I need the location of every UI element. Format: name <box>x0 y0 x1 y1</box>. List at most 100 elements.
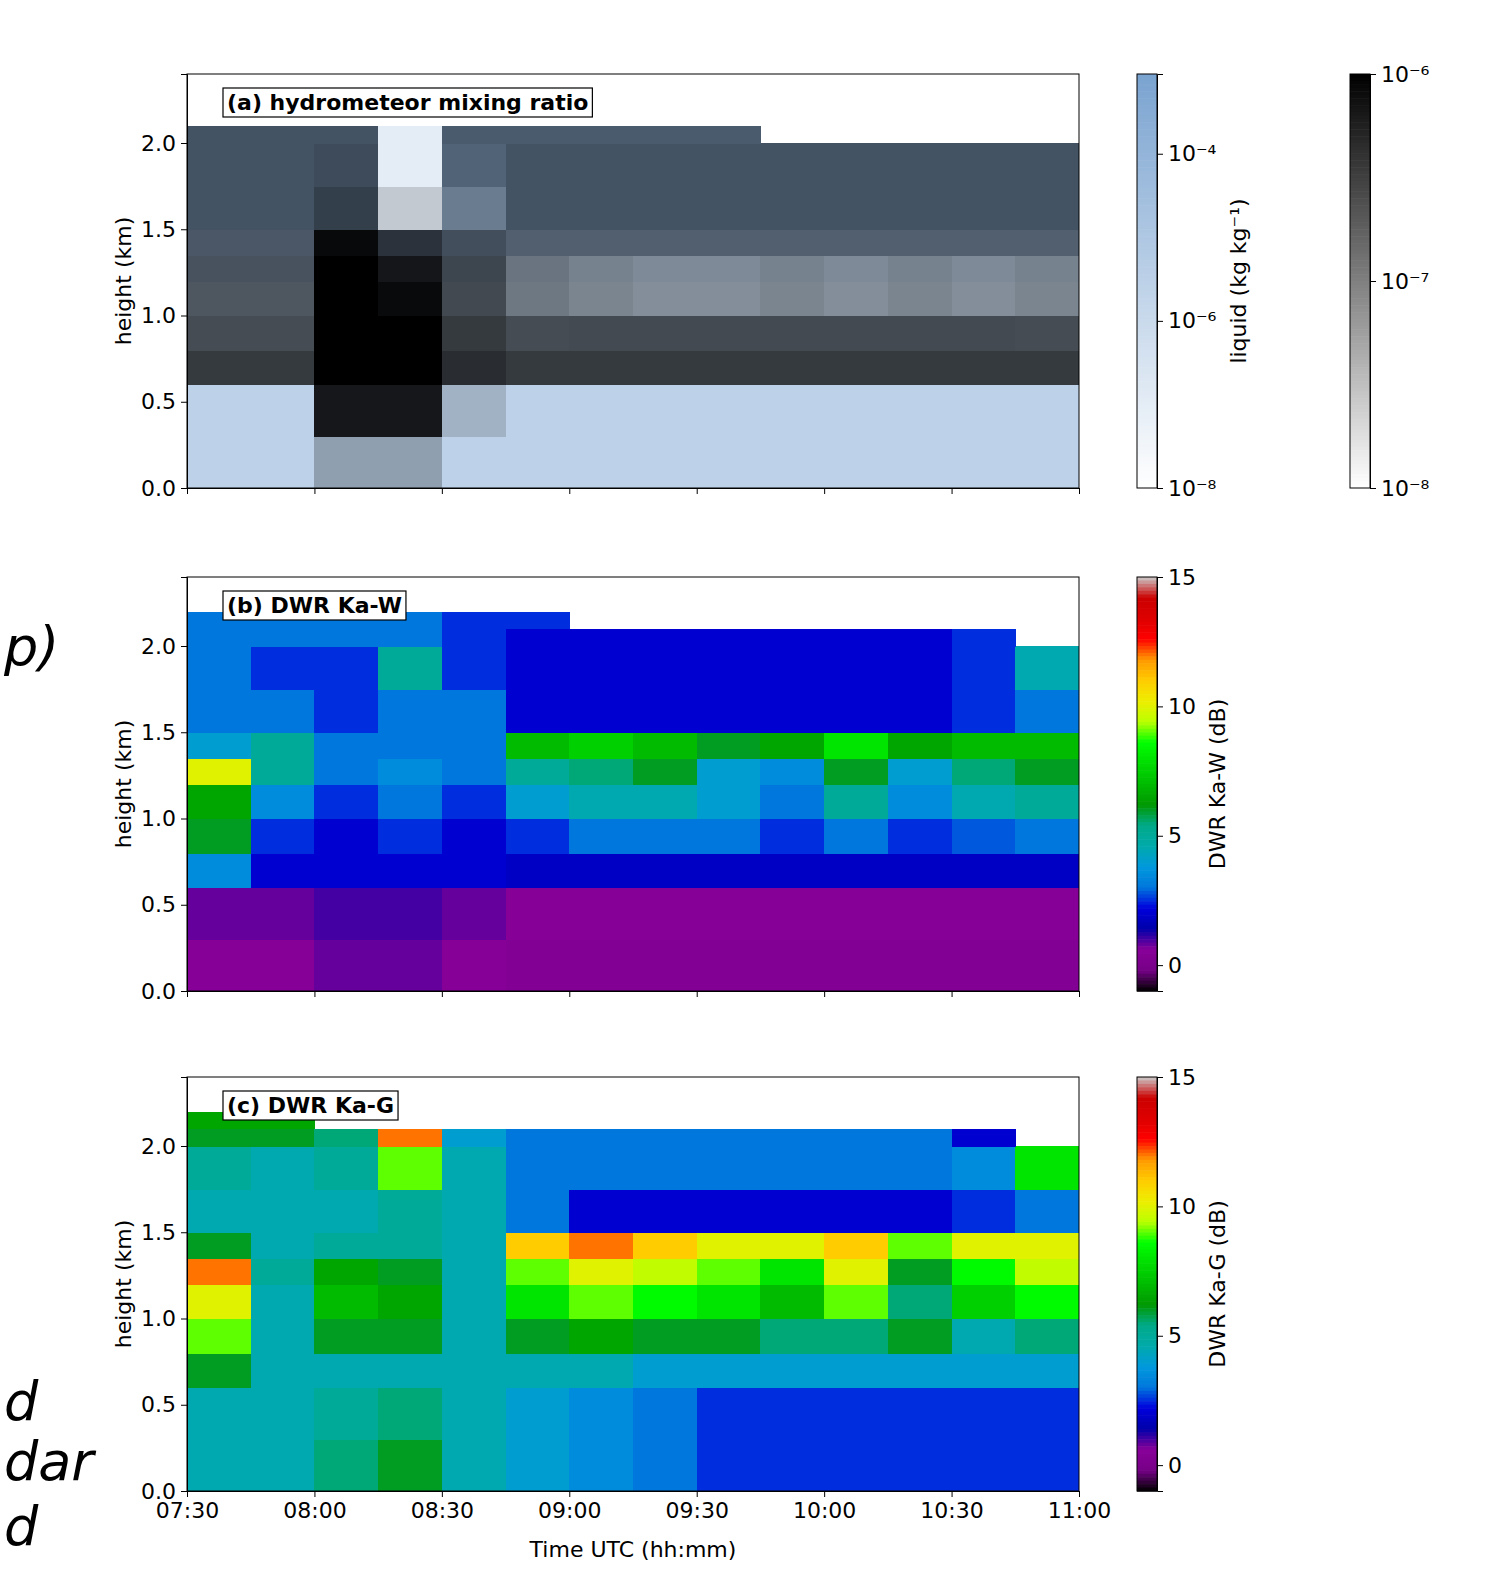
colorbar-swatch <box>1137 316 1157 320</box>
cell <box>314 939 378 991</box>
colorbar-swatch <box>1137 1225 1157 1229</box>
colorbar-swatch <box>1137 1450 1157 1454</box>
cell <box>760 758 824 784</box>
cell <box>888 819 952 854</box>
colorbar-swatch <box>1137 974 1157 978</box>
cell <box>824 316 888 351</box>
cell <box>506 143 570 187</box>
cell <box>251 255 315 281</box>
cell <box>378 732 442 758</box>
colorbar-swatch <box>1137 1446 1157 1450</box>
tick-mark <box>952 991 953 997</box>
cell <box>506 229 570 255</box>
colorbar-swatch <box>1137 84 1157 88</box>
colorbar-swatch <box>1350 143 1370 147</box>
tick-label: 08:00 <box>283 1498 346 1523</box>
cell <box>314 436 378 488</box>
cell <box>378 784 442 819</box>
cell <box>1015 186 1079 230</box>
cell <box>506 316 570 351</box>
colorbar-swatch <box>1137 718 1157 722</box>
cell <box>888 350 952 385</box>
colorbar-swatch <box>1137 660 1157 664</box>
tick-label: 09:30 <box>666 1498 729 1523</box>
cell <box>251 732 315 758</box>
colorbar-swatch <box>1350 326 1370 330</box>
cell <box>1015 385 1079 437</box>
cell <box>442 1319 506 1354</box>
cell <box>697 1146 761 1190</box>
cell <box>888 1439 952 1491</box>
cell <box>824 255 888 281</box>
colorbar-swatch <box>1137 77 1157 81</box>
cell <box>314 316 378 351</box>
cell <box>314 255 378 281</box>
cell <box>824 1189 888 1233</box>
cell <box>888 784 952 819</box>
colorbar-swatch <box>1350 243 1370 247</box>
colorbar-swatch <box>1350 450 1370 454</box>
cell <box>888 1388 952 1440</box>
tick-label: 0.5 <box>141 389 176 414</box>
colorbar-swatch <box>1137 174 1157 178</box>
colorbar-swatch <box>1350 250 1370 254</box>
panel-title-box <box>223 591 406 620</box>
cell <box>952 1189 1016 1233</box>
colorbar-swatch <box>1137 1253 1157 1257</box>
cell <box>187 255 251 281</box>
colorbar-swatch <box>1350 398 1370 402</box>
cell <box>442 350 506 385</box>
cell <box>506 1388 570 1440</box>
colorbar-swatch <box>1137 1243 1157 1247</box>
colorbar-swatch <box>1137 867 1157 871</box>
tick-mark <box>181 1405 187 1406</box>
cell <box>633 350 697 385</box>
colorbar-swatch <box>1137 656 1157 660</box>
colorbar-swatch <box>1137 919 1157 923</box>
tick-label: 5 <box>1168 1323 1182 1348</box>
cell <box>1015 1189 1079 1233</box>
colorbar-swatch <box>1137 946 1157 950</box>
cell <box>760 281 824 316</box>
cell <box>952 436 1016 488</box>
cell <box>1015 689 1079 733</box>
cell <box>952 281 1016 316</box>
colorbar-swatch <box>1137 1294 1157 1298</box>
cell <box>569 186 633 230</box>
cell <box>506 316 570 351</box>
cell <box>633 126 697 144</box>
colorbar-swatch <box>1350 126 1370 130</box>
colorbar-swatch <box>1137 846 1157 850</box>
cell <box>442 143 506 187</box>
colorbar-swatch <box>1137 691 1157 695</box>
cell <box>251 1284 315 1319</box>
tick: 0 <box>1157 1453 1182 1478</box>
cell <box>569 186 633 230</box>
cell <box>633 784 697 819</box>
cell <box>442 350 506 385</box>
tick-label: 0.5 <box>141 1392 176 1417</box>
tick-mark <box>1157 577 1163 578</box>
cell <box>633 732 697 758</box>
cell <box>633 436 697 488</box>
tick-mark <box>1370 281 1376 282</box>
colorbar-swatch <box>1137 1481 1157 1485</box>
colorbar-frame <box>1137 74 1157 488</box>
colorbar-swatch <box>1137 1105 1157 1109</box>
tick-label: 1.5 <box>141 720 176 745</box>
cell <box>378 143 442 187</box>
cell <box>697 143 761 187</box>
colorbar-swatch <box>1137 1091 1157 1095</box>
cell <box>760 1232 824 1258</box>
tick-mark <box>1157 1077 1163 1078</box>
cell <box>760 1129 824 1147</box>
cell <box>506 853 570 888</box>
colorbar-swatch <box>1137 629 1157 633</box>
cell <box>442 436 506 488</box>
cell <box>888 350 952 385</box>
cell <box>506 1232 570 1258</box>
cell <box>633 229 697 255</box>
colorbar-swatch <box>1350 333 1370 337</box>
cell <box>1015 732 1079 758</box>
cell <box>824 186 888 230</box>
